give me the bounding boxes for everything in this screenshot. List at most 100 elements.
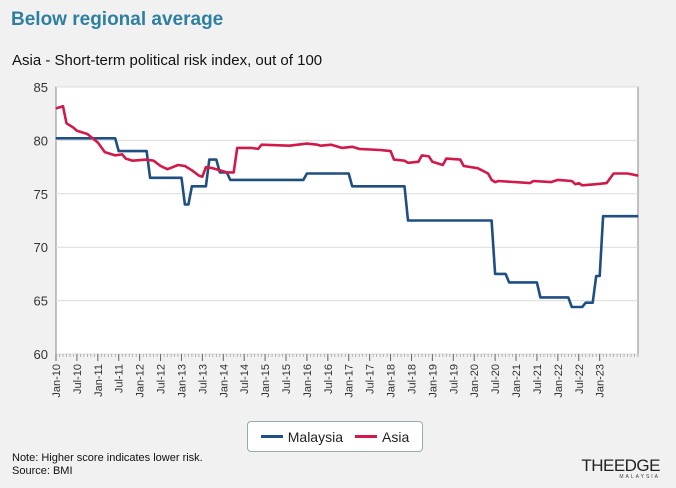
data-point-asia bbox=[390, 150, 392, 152]
data-point-asia bbox=[160, 165, 162, 167]
y-tick-label: 70 bbox=[34, 240, 48, 255]
x-tick-label: Jul-14 bbox=[239, 364, 251, 394]
y-tick-label: 80 bbox=[34, 133, 48, 148]
legend-item-asia[interactable]: Asia bbox=[355, 429, 409, 445]
chart-title: Below regional average bbox=[11, 9, 224, 30]
data-point-malaysia bbox=[602, 215, 604, 217]
x-tick-label: Jan-11 bbox=[93, 364, 105, 397]
data-point-malaysia bbox=[302, 179, 304, 181]
y-tick-label: 60 bbox=[34, 347, 48, 362]
data-point-malaysia bbox=[146, 150, 148, 152]
source-text: Source: BMI bbox=[12, 465, 73, 477]
data-point-malaysia bbox=[585, 302, 587, 304]
data-point-malaysia bbox=[118, 150, 120, 152]
x-tick-label: Jul-16 bbox=[323, 364, 335, 394]
data-point-asia bbox=[184, 165, 186, 167]
data-point-asia bbox=[320, 145, 322, 147]
data-point-malaysia bbox=[592, 302, 594, 304]
data-point-asia bbox=[125, 158, 127, 160]
x-tick-label: Jan-12 bbox=[135, 364, 147, 398]
data-point-malaysia bbox=[494, 273, 496, 275]
data-point-asia bbox=[219, 169, 221, 171]
data-point-asia bbox=[494, 181, 496, 183]
data-point-asia bbox=[595, 183, 597, 185]
data-point-asia bbox=[459, 159, 461, 161]
data-point-malaysia bbox=[229, 179, 231, 181]
x-tick-label: Jul-10 bbox=[72, 364, 84, 394]
data-point-malaysia bbox=[508, 281, 510, 283]
data-point-asia bbox=[191, 169, 193, 171]
x-tick-label: Jul-22 bbox=[574, 364, 586, 394]
data-point-asia bbox=[403, 160, 406, 162]
data-point-asia bbox=[166, 168, 169, 170]
x-tick-label: Jul-18 bbox=[406, 364, 418, 394]
publisher-logo: THEEDGE MALAYSIA bbox=[581, 456, 660, 480]
data-point-asia bbox=[257, 148, 259, 150]
x-tick-label: Jan-13 bbox=[176, 364, 188, 398]
logo-wordmark: THEEDGE bbox=[581, 456, 660, 475]
data-point-asia bbox=[341, 147, 343, 149]
data-point-asia bbox=[86, 133, 88, 135]
x-tick-label: Jan-15 bbox=[260, 364, 272, 398]
data-point-malaysia bbox=[599, 275, 601, 277]
y-tick-label: 85 bbox=[34, 80, 48, 95]
data-point-asia bbox=[306, 143, 308, 145]
legend-label-malaysia: Malaysia bbox=[287, 428, 343, 445]
data-point-asia bbox=[606, 182, 608, 184]
data-point-asia bbox=[463, 165, 465, 167]
chart-legend: Malaysia Asia bbox=[247, 421, 423, 452]
data-point-asia bbox=[330, 144, 332, 146]
logo-subtext: MALAYSIA bbox=[619, 474, 660, 480]
data-point-asia bbox=[417, 161, 419, 163]
data-point-malaysia bbox=[536, 281, 538, 283]
line-chart: 60 65 70 75 80 85 Jan-10 Jul-10 Jan-11 Jul-11 Jan-… bbox=[34, 80, 639, 398]
data-point-asia bbox=[65, 122, 68, 124]
x-tick-label: Jul-21 bbox=[532, 364, 544, 394]
data-point-asia bbox=[351, 146, 353, 148]
data-point-malaysia bbox=[567, 296, 569, 298]
x-tick-label: Jan-21 bbox=[511, 364, 523, 398]
data-point-asia bbox=[76, 130, 78, 132]
data-point-asia bbox=[177, 164, 179, 166]
data-point-malaysia bbox=[407, 219, 409, 222]
x-tick-label: Jan-10 bbox=[51, 364, 63, 398]
data-point-asia bbox=[393, 159, 395, 161]
note-text: Note: Higher score indicates lower risk. bbox=[12, 452, 203, 464]
data-point-asia bbox=[613, 172, 615, 175]
data-point-malaysia bbox=[505, 273, 507, 275]
plot-area bbox=[55, 86, 639, 355]
data-point-asia bbox=[233, 171, 235, 173]
data-point-asia bbox=[626, 172, 629, 175]
data-point-asia bbox=[212, 167, 214, 169]
x-tick-label: Jan-18 bbox=[386, 364, 398, 398]
data-point-malaysia bbox=[55, 137, 57, 139]
data-point-asia bbox=[491, 179, 493, 181]
x-tick-label: Jul-11 bbox=[114, 364, 126, 393]
data-point-asia bbox=[477, 167, 479, 169]
data-point-asia bbox=[288, 145, 291, 147]
data-point-malaysia bbox=[180, 177, 183, 179]
data-point-asia bbox=[445, 158, 447, 160]
data-point-malaysia bbox=[191, 185, 193, 187]
data-point-asia bbox=[153, 160, 155, 162]
data-point-malaysia bbox=[571, 306, 573, 308]
data-point-asia bbox=[104, 151, 106, 153]
data-point-asia bbox=[487, 172, 489, 175]
x-tick-label: Jul-12 bbox=[156, 364, 168, 394]
data-point-malaysia bbox=[306, 172, 308, 175]
data-point-asia bbox=[428, 155, 430, 157]
data-point-malaysia bbox=[539, 296, 542, 298]
series-line-malaysia bbox=[56, 137, 638, 309]
legend-label-asia: Asia bbox=[382, 428, 410, 445]
data-point-asia bbox=[205, 166, 207, 168]
data-point-malaysia bbox=[114, 137, 116, 139]
data-point-asia bbox=[550, 181, 552, 183]
data-point-asia bbox=[557, 179, 559, 181]
data-point-asia bbox=[132, 160, 134, 162]
data-point-asia bbox=[574, 183, 576, 185]
y-tick-label: 65 bbox=[34, 294, 48, 309]
data-point-asia bbox=[431, 161, 433, 163]
legend-item-malaysia[interactable]: Malaysia bbox=[260, 428, 343, 445]
data-point-malaysia bbox=[595, 275, 597, 277]
data-point-asia bbox=[261, 144, 263, 146]
